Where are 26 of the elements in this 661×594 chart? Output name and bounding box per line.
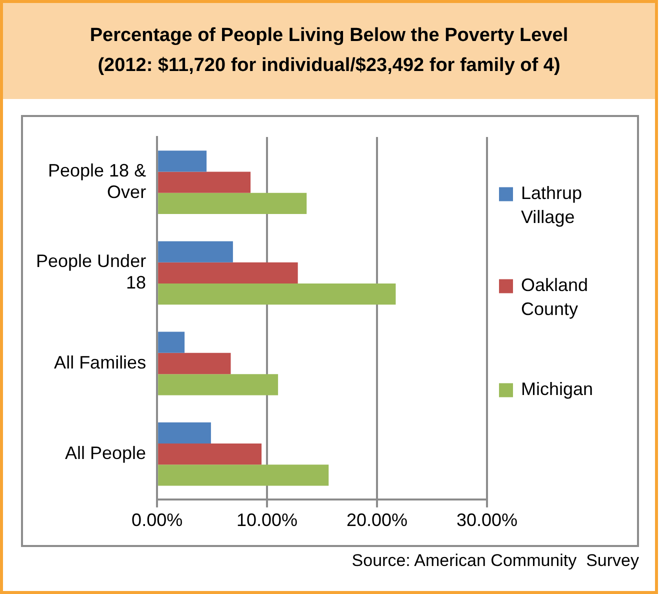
bar [158, 150, 207, 172]
bar [158, 444, 262, 465]
legend-label: Michigan [521, 379, 594, 400]
bar [158, 422, 211, 444]
bar [158, 332, 185, 353]
y-tick-label: All People [65, 443, 146, 464]
bar [158, 172, 251, 193]
bar [158, 464, 329, 486]
bar [158, 192, 307, 214]
y-tick-label: All Families [54, 352, 146, 372]
y-tick-label: People 18 & Over [48, 160, 146, 202]
legend-label: Oakland County [521, 275, 588, 320]
bar [158, 262, 298, 284]
bar [158, 283, 396, 305]
bar [158, 374, 278, 396]
bar [158, 352, 231, 374]
x-tick-label: 0.00% [132, 510, 183, 530]
x-tick-label: 20.00% [346, 510, 408, 530]
y-tick-label: People Under 18 [36, 251, 146, 293]
bar [158, 241, 233, 262]
x-tick-label: 30.00% [456, 510, 518, 530]
legend-label: Lathrup Village [521, 183, 582, 228]
chart-subtitle: (2012: $11,720 for individual/$23,492 for family of 4) [98, 54, 560, 78]
chart-title: Percentage of People Living Below the Poverty Level [90, 24, 568, 48]
source-note: Source: American Community Survey [352, 551, 639, 571]
x-tick-label: 10.00% [236, 510, 298, 530]
